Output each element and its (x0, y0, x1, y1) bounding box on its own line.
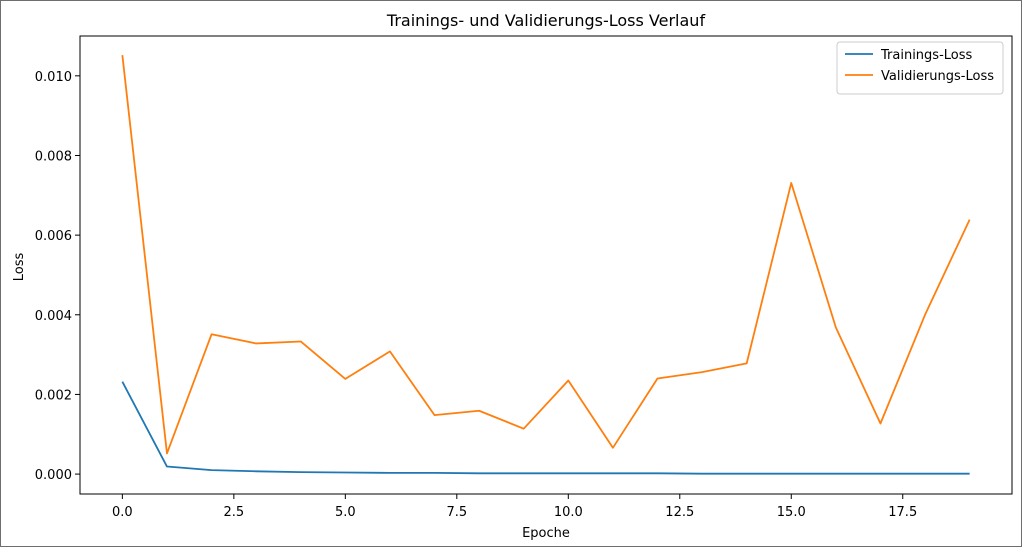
axes-frame (79, 35, 1013, 495)
legend-label-trainings-loss: Trainings-Loss (880, 48, 973, 63)
y-tick-label: 0.006 (35, 229, 72, 244)
x-tick-label: 12.5 (665, 505, 694, 520)
x-axis-label: Epoche (522, 526, 570, 541)
chart-title: Trainings- und Validierungs-Loss Verlauf (386, 11, 706, 30)
x-tick-label: 17.5 (888, 505, 917, 520)
x-tick-label: 0.0 (112, 505, 133, 520)
y-tick-label: 0.010 (35, 70, 72, 85)
plot-area: 0.0 2.5 5.0 7.5 10.0 12.5 15.0 17.5 0.000 0.002 0.… (35, 35, 1013, 520)
x-tick-label: 5.0 (335, 505, 356, 520)
y-tick-label: 0.002 (35, 388, 72, 403)
x-tick-label: 10.0 (554, 505, 583, 520)
legend-label-validierungs-loss: Validierungs-Loss (881, 69, 994, 84)
series-line-validierungs-loss (121, 55, 971, 455)
x-tick-label: 2.5 (224, 505, 245, 520)
x-tick-label: 15.0 (777, 505, 806, 520)
x-tick-label: 7.5 (446, 505, 467, 520)
y-tick-label: 0.004 (35, 309, 72, 324)
legend: Trainings-Loss Validierungs-Loss (836, 41, 1004, 95)
y-tick-label: 0.000 (35, 468, 72, 483)
y-axis-label: Loss (12, 253, 27, 282)
y-tick-label: 0.008 (35, 149, 72, 164)
series-line-trainings-loss (121, 381, 970, 475)
legend-box (836, 41, 1004, 95)
